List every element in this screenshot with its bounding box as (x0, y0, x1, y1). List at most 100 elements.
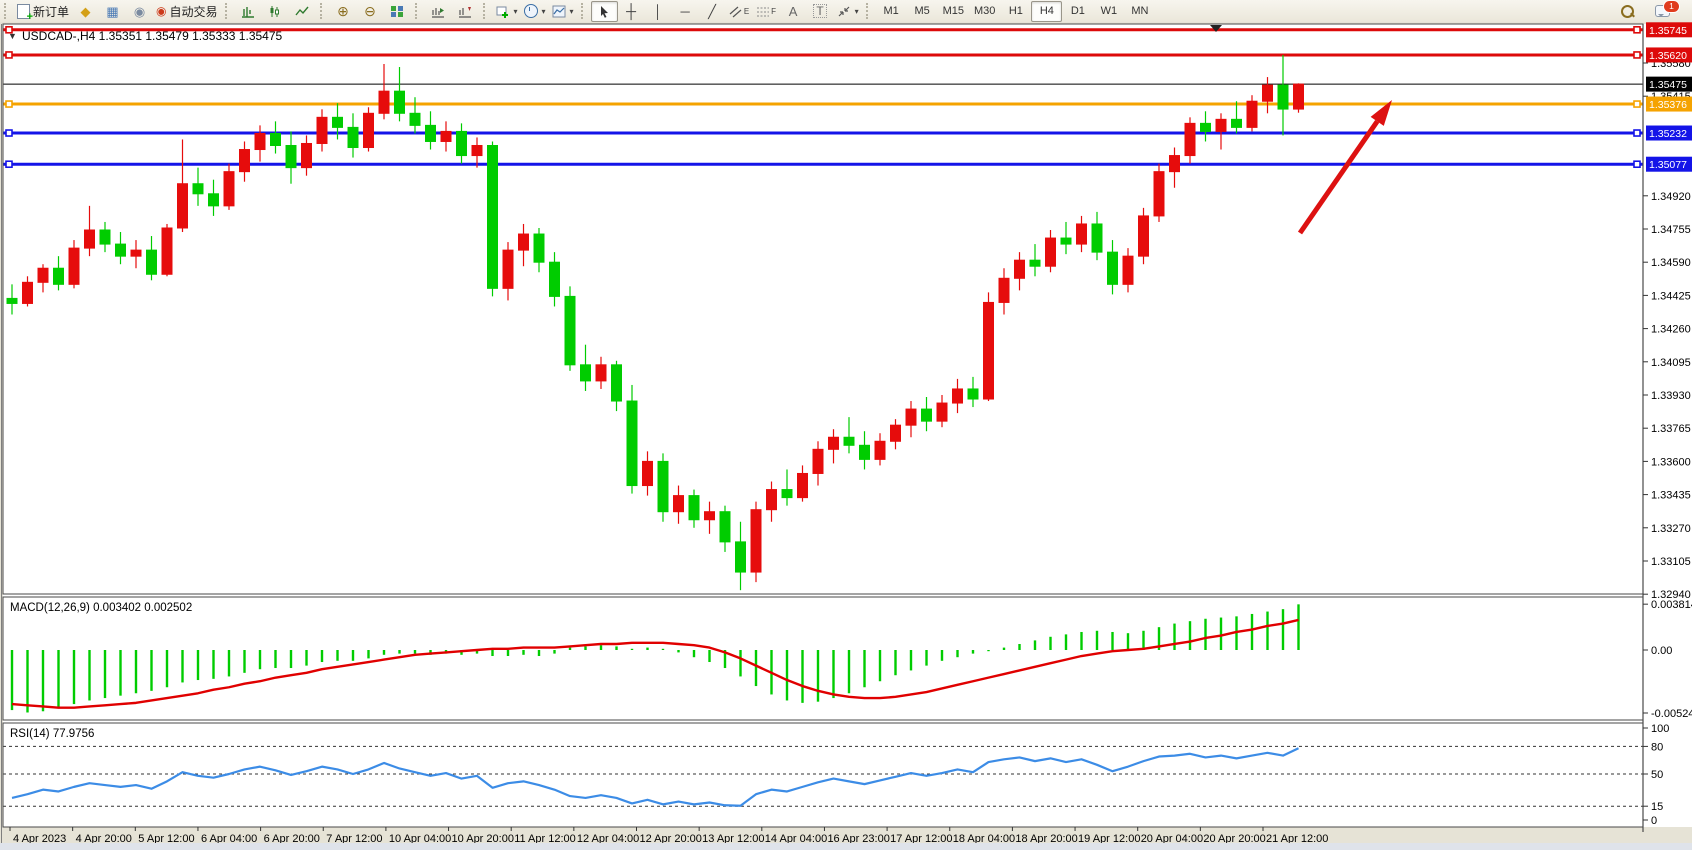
bar-chart-button[interactable] (235, 1, 262, 22)
candle-bull (502, 249, 514, 289)
notifications-button[interactable]: 1 (1649, 0, 1682, 22)
chevron-down-icon: ▾ (854, 6, 859, 16)
toolbar-grip[interactable] (4, 3, 11, 19)
vertical-line-tool-button[interactable]: │ (645, 1, 672, 22)
chart-shift-marker[interactable] (1210, 25, 1222, 32)
candle-bull (890, 424, 901, 442)
zoom-out-button[interactable]: ⊖ (357, 1, 384, 22)
templates-button[interactable]: ▾ (549, 1, 577, 22)
price-tick-label: 1.33435 (1651, 490, 1691, 502)
signals-button[interactable]: ◉ (126, 1, 153, 22)
arrows-tool-button[interactable]: ▾ (834, 1, 862, 22)
chart-shift-button[interactable] (452, 1, 479, 22)
orange-level-line-handle[interactable] (5, 100, 13, 108)
candle-bull (1138, 215, 1149, 257)
periods-button[interactable]: ▾ (521, 1, 549, 22)
timeframe-button-d1[interactable]: D1 (1070, 5, 1085, 17)
candle-bull (1153, 171, 1165, 217)
candle-bull (130, 249, 142, 257)
resistance-line-1-handle[interactable] (5, 26, 13, 34)
price-badge (1646, 76, 1692, 92)
toolbar-grip[interactable] (580, 3, 588, 19)
resistance-line-2-handle[interactable] (5, 51, 13, 59)
tile-windows-button[interactable] (384, 1, 411, 22)
timeframe-button-w1[interactable]: W1 (1100, 5, 1118, 17)
candle-bear (626, 400, 638, 487)
rsi-axis-label: 0 (1651, 815, 1657, 827)
candle-bull (363, 112, 374, 149)
chevron-down-icon: ▾ (513, 6, 518, 16)
toolbar-grip[interactable] (482, 3, 490, 19)
trend-arrow-head[interactable] (1370, 100, 1392, 126)
fibonacci-tool-button[interactable]: F (753, 1, 780, 22)
price-badge (1646, 47, 1692, 63)
candle-bull (1045, 237, 1056, 267)
auto-scroll-button[interactable] (425, 1, 452, 22)
support-line-1-handle[interactable] (5, 129, 13, 137)
zoom-in-button[interactable]: ⊕ (330, 1, 357, 22)
price-tick-label: 1.34260 (1651, 324, 1691, 336)
time-tick-label: 18 Apr 04:00 (953, 833, 1015, 845)
cursor-tool-button[interactable] (590, 0, 618, 22)
text-label-tool-button[interactable]: T (807, 1, 834, 22)
auto-scroll-icon (432, 7, 445, 18)
candle-bull (828, 436, 839, 450)
candle-bear (1060, 237, 1072, 245)
resistance-line-2-handle[interactable] (1633, 51, 1641, 59)
chart-plot-area[interactable] (3, 24, 1643, 594)
toolbar-grip[interactable] (224, 3, 232, 19)
market-watch-button[interactable]: ▦ (99, 1, 126, 22)
time-tick-label: 5 Apr 12:00 (138, 833, 194, 845)
resistance-line-1-handle[interactable] (1633, 26, 1641, 34)
candle-bull (1122, 255, 1134, 285)
templates-icon (552, 5, 566, 17)
chevron-down-icon: ▾ (569, 6, 574, 16)
price-badge (1646, 125, 1692, 141)
line-chart-button[interactable] (289, 1, 316, 22)
horizontal-line-icon: ─ (680, 3, 690, 19)
styles-button[interactable]: ◆ (72, 1, 99, 22)
toolbar-grip[interactable] (414, 3, 422, 19)
tile-windows-icon (391, 5, 404, 17)
macd-label: MACD(12,26,9) 0.003402 0.002502 (10, 602, 192, 614)
text-tool-button[interactable]: A (780, 1, 807, 22)
timeframe-button-mn[interactable]: MN (1131, 5, 1149, 17)
new-order-label: 新订单 (33, 4, 70, 19)
timeframe-button-m15[interactable]: M15 (942, 5, 964, 17)
timeframe-button-m30[interactable]: M30 (973, 5, 996, 17)
toolbar-grip[interactable] (865, 3, 873, 19)
timeframe-button-h4[interactable]: H4 (1031, 0, 1063, 22)
toolbar-grip[interactable] (319, 3, 327, 19)
timeframe-button-m5[interactable]: M5 (914, 5, 930, 17)
trend-arrow-annotation[interactable] (1297, 119, 1380, 235)
candle-bull (1215, 118, 1227, 132)
timeframe-button-m1[interactable]: M1 (883, 5, 899, 17)
candle-bull (1014, 259, 1025, 279)
bar-chart-icon (242, 6, 255, 18)
timeframe-button-h1[interactable]: H1 (1008, 5, 1023, 17)
symbol-dropdown-icon[interactable]: ▼ (8, 31, 17, 41)
crosshair-tool-button[interactable]: ┼ (618, 1, 645, 22)
new-order-button[interactable]: 新订单 (14, 1, 72, 23)
candle-bear (533, 233, 545, 263)
orange-level-line-handle[interactable] (1633, 100, 1641, 108)
support-line-2-handle[interactable] (5, 160, 13, 169)
support-line-1-handle[interactable] (1633, 129, 1641, 137)
auto-trading-button[interactable]: ◉ 自动交易 (153, 1, 221, 22)
candle-bear (192, 183, 204, 195)
new-chart-button[interactable]: ▾ (493, 1, 521, 22)
horizontal-line-tool-button[interactable]: ─ (672, 1, 699, 22)
time-tick-label: 12 Apr 04:00 (577, 833, 639, 845)
time-tick-label: 6 Apr 04:00 (201, 833, 257, 845)
candle-bear (1107, 251, 1118, 285)
time-tick-label: 14 Apr 04:00 (765, 833, 827, 845)
search-button[interactable] (1614, 1, 1641, 22)
macd-axis-label: 0.00 (1651, 645, 1672, 657)
candle-bull (1076, 223, 1087, 245)
trendline-tool-button[interactable]: ╱ (699, 1, 726, 22)
support-line-2-handle[interactable] (1633, 160, 1641, 169)
channel-tool-button[interactable]: E (726, 1, 753, 22)
candlestick-chart-button[interactable] (262, 1, 289, 22)
time-tick-label: 10 Apr 04:00 (389, 833, 451, 845)
candle-bear (735, 541, 746, 573)
